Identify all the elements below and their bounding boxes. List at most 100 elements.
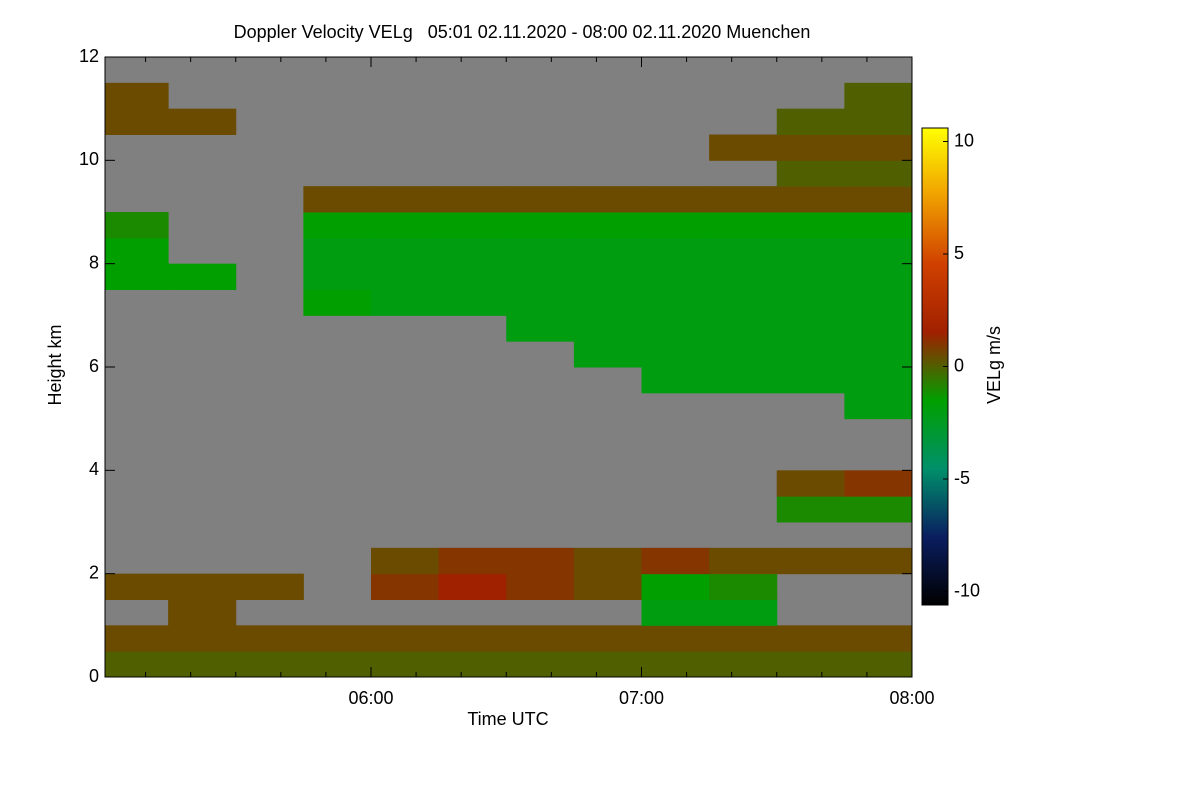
- heatmap-cell: [573, 237, 642, 265]
- heatmap-cell: [709, 289, 778, 316]
- heatmap-cell: [303, 263, 372, 290]
- heatmap-cell: [370, 547, 440, 575]
- heatmap-cell: [303, 625, 372, 652]
- heatmap-cell: [105, 651, 169, 677]
- heatmap-cell: [506, 289, 575, 316]
- heatmap-cell: [506, 212, 575, 239]
- heatmap-cell: [105, 625, 169, 652]
- heatmap-cell: [235, 651, 304, 677]
- heatmap-cell: [573, 186, 642, 213]
- heatmap-cell: [168, 599, 237, 626]
- heatmap-cell: [105, 212, 169, 239]
- heatmap-cell: [506, 573, 575, 600]
- heatmap-cell: [438, 237, 507, 265]
- x-tick-label: 08:00: [889, 688, 934, 708]
- heatmap-cell: [105, 108, 169, 135]
- heatmap-cell: [709, 263, 778, 290]
- heatmap-cell: [844, 108, 912, 135]
- colorbar-tick-label: 0: [954, 355, 964, 375]
- heatmap-cell: [709, 573, 778, 600]
- heatmap-cell: [438, 547, 507, 575]
- heatmap-cell: [303, 212, 372, 239]
- heatmap-cell: [641, 625, 710, 652]
- heatmap-cell: [844, 134, 912, 161]
- heatmap-cell: [844, 341, 912, 368]
- heatmap-cell: [438, 212, 507, 239]
- heatmap-cell: [844, 367, 912, 394]
- heatmap-cell: [844, 470, 912, 497]
- heatmap-cell: [641, 599, 710, 626]
- chart-title: Doppler Velocity VELg 05:01 02.11.2020 -…: [234, 22, 811, 42]
- heatmap-cell: [438, 289, 507, 316]
- heatmap-cell: [641, 263, 710, 290]
- heatmap-cell: [844, 212, 912, 239]
- heatmap-cell: [709, 212, 778, 239]
- heatmap-cell: [235, 625, 304, 652]
- heatmap-cell: [438, 573, 507, 600]
- heatmap-cell: [776, 108, 845, 135]
- heatmap-cell: [506, 547, 575, 575]
- heatmap-cell: [506, 625, 575, 652]
- heatmap-cell: [641, 341, 710, 368]
- colorbar-tick-label: 5: [954, 243, 964, 263]
- x-axis-label: Time UTC: [467, 709, 548, 729]
- heatmap-cell: [844, 651, 912, 677]
- heatmap-cell: [776, 496, 845, 523]
- x-tick-label: 06:00: [348, 688, 393, 708]
- heatmap-cell: [709, 367, 778, 394]
- heatmap-cell: [844, 237, 912, 265]
- heatmap-cell: [776, 289, 845, 316]
- heatmap-cell: [438, 263, 507, 290]
- heatmap-cell: [573, 625, 642, 652]
- heatmap-cell: [844, 160, 912, 187]
- heatmap-cell: [641, 212, 710, 239]
- heatmap-cell: [573, 289, 642, 316]
- heatmap-cell: [844, 315, 912, 342]
- colorbar-tick-label: -10: [954, 580, 980, 600]
- heatmap-cell: [844, 625, 912, 652]
- heatmap-cell: [506, 315, 575, 342]
- heatmap-cell: [105, 573, 169, 600]
- heatmap-cell: [776, 470, 845, 497]
- heatmap-cell: [573, 573, 642, 600]
- heatmap-cell: [709, 341, 778, 368]
- heatmap-cell: [641, 651, 710, 677]
- heatmap-cell: [370, 263, 440, 290]
- heatmap-cell: [303, 237, 372, 265]
- heatmap-cell: [303, 289, 372, 316]
- heatmap-cell: [438, 186, 507, 213]
- heatmap-cell: [438, 651, 507, 677]
- heatmap-cell: [370, 651, 440, 677]
- heatmap-cell: [168, 625, 237, 652]
- heatmap-cell: [370, 573, 440, 600]
- heatmap-cell: [776, 212, 845, 239]
- heatmap-cell: [844, 392, 912, 420]
- heatmap-cell: [844, 186, 912, 213]
- heatmap-cell: [641, 289, 710, 316]
- heatmap-cell: [709, 599, 778, 626]
- colorbar-tick-label: -5: [954, 468, 970, 488]
- heatmap-cell: [168, 108, 237, 135]
- y-tick-label: 2: [89, 562, 99, 582]
- heatmap-cell: [844, 82, 912, 110]
- heatmap-cell: [776, 651, 845, 677]
- heatmap-cell: [573, 263, 642, 290]
- heatmap-cell: [776, 237, 845, 265]
- heatmap-cell: [506, 651, 575, 677]
- heatmap-cell: [641, 237, 710, 265]
- heatmap-cell: [370, 237, 440, 265]
- y-tick-label: 8: [89, 252, 99, 272]
- axes: 0 2 4 6 8 10 12 06:00 07:00 08:00 10 5 0 -5 -10: [79, 46, 980, 708]
- y-tick-label: 12: [79, 46, 99, 66]
- heatmap-cell: [776, 625, 845, 652]
- heatmap-cell: [105, 237, 169, 265]
- heatmap-cell: [709, 547, 778, 575]
- heatmap-cell: [168, 573, 237, 600]
- heatmap-cell: [573, 651, 642, 677]
- heatmap-cell: [844, 496, 912, 523]
- heatmap: [105, 57, 912, 677]
- heatmap-cell: [370, 625, 440, 652]
- x-tick-label: 07:00: [619, 688, 664, 708]
- heatmap-cell: [438, 625, 507, 652]
